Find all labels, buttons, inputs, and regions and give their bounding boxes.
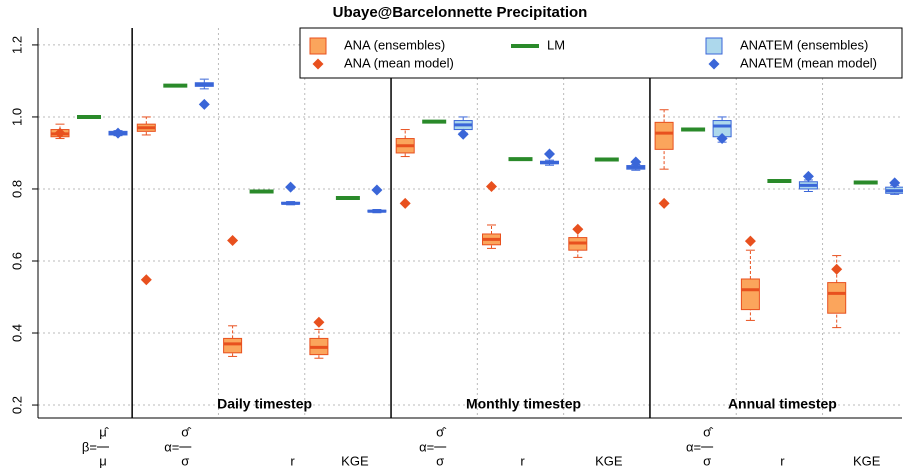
y-tick-label: 0.8 bbox=[9, 180, 24, 198]
mean-marker bbox=[371, 184, 383, 196]
mean-marker bbox=[716, 133, 728, 145]
mean-marker bbox=[399, 197, 411, 209]
legend-label: LM bbox=[547, 37, 565, 52]
legend-label: ANA (mean model) bbox=[344, 55, 454, 70]
box bbox=[367, 208, 387, 214]
mean-marker bbox=[744, 235, 756, 247]
legend-label: ANATEM (mean model) bbox=[740, 55, 877, 70]
box bbox=[482, 224, 501, 249]
mean-marker bbox=[572, 223, 584, 235]
category-denominator: σ bbox=[703, 453, 711, 468]
box-body bbox=[654, 121, 674, 150]
mean-marker bbox=[658, 197, 670, 209]
mean-marker bbox=[313, 316, 325, 328]
mean-marker bbox=[457, 128, 469, 140]
box bbox=[827, 255, 847, 329]
mean-marker bbox=[54, 127, 66, 139]
category-label: r bbox=[780, 453, 785, 468]
legend-icon bbox=[705, 37, 723, 55]
legend-label: ANA (ensembles) bbox=[344, 37, 445, 52]
box bbox=[194, 78, 214, 90]
mean-marker bbox=[112, 127, 124, 139]
box bbox=[712, 116, 732, 143]
legend-label: ANATEM (ensembles) bbox=[740, 37, 868, 52]
mean-marker bbox=[486, 180, 497, 192]
group-label: Annual timestep bbox=[728, 396, 837, 412]
category-label: r bbox=[520, 453, 525, 468]
mean-marker bbox=[285, 181, 297, 193]
mean-marker bbox=[544, 148, 555, 160]
y-tick-label: 1.2 bbox=[9, 36, 24, 54]
category-label: KGE bbox=[595, 453, 623, 468]
category-prefix: α= bbox=[419, 439, 434, 454]
box bbox=[654, 109, 674, 170]
category-numerator: σ̂ bbox=[181, 424, 192, 439]
category-label: KGE bbox=[341, 453, 369, 468]
y-tick-label: 0.4 bbox=[9, 324, 24, 342]
category-numerator: σ̂ bbox=[703, 424, 714, 439]
box bbox=[568, 228, 588, 258]
mean-marker bbox=[198, 98, 210, 110]
mean-marker bbox=[831, 263, 843, 275]
mean-marker bbox=[140, 274, 152, 286]
y-tick-label: 1.0 bbox=[9, 108, 24, 126]
group-label: Daily timestep bbox=[217, 396, 312, 412]
box bbox=[309, 328, 329, 359]
box-body bbox=[827, 282, 847, 314]
category-label: KGE bbox=[853, 453, 881, 468]
legend-icon bbox=[309, 37, 327, 55]
category-prefix: α= bbox=[164, 439, 179, 454]
category-denominator: σ bbox=[436, 453, 444, 468]
legend-icon bbox=[312, 58, 324, 70]
category-numerator: μ̂ bbox=[99, 424, 109, 439]
box bbox=[223, 325, 243, 357]
y-tick-label: 0.6 bbox=[9, 252, 24, 270]
mean-marker bbox=[889, 177, 901, 189]
category-prefix: α= bbox=[686, 439, 701, 454]
box bbox=[540, 159, 559, 166]
box bbox=[740, 249, 760, 321]
box-body bbox=[740, 278, 760, 311]
legend-frame bbox=[299, 27, 903, 79]
category-label: r bbox=[290, 453, 295, 468]
category-prefix: β= bbox=[82, 439, 97, 454]
legend-icon bbox=[708, 58, 720, 70]
group-label: Monthly timestep bbox=[466, 396, 581, 412]
category-numerator: σ̂ bbox=[436, 424, 447, 439]
mean-marker bbox=[802, 170, 814, 182]
box bbox=[395, 129, 415, 158]
y-tick-label: 0.2 bbox=[9, 396, 24, 414]
category-denominator: μ bbox=[99, 453, 107, 468]
mean-marker bbox=[227, 234, 239, 246]
box bbox=[281, 201, 301, 206]
category-denominator: σ bbox=[181, 453, 189, 468]
box bbox=[136, 116, 156, 136]
chart-title: Ubaye@Barcelonnette Precipitation bbox=[333, 4, 588, 21]
mean-marker bbox=[630, 156, 642, 168]
box-body bbox=[223, 337, 243, 354]
